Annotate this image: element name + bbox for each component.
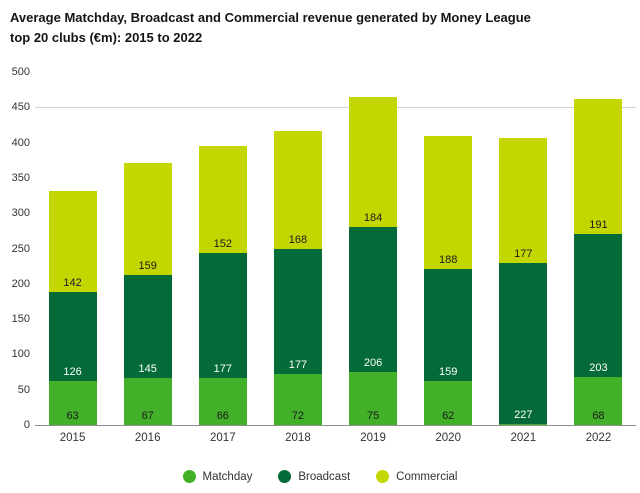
bar-value-label-commercial-2016: 159 [138, 260, 157, 273]
legend-label-commercial: Commercial [396, 470, 458, 483]
bar-value-label-commercial-2019: 184 [363, 211, 383, 224]
gridline-450 [35, 107, 636, 109]
bar-segment-matchday-2020: 62 [424, 381, 473, 425]
y-axis-tick-label-0: 0 [23, 419, 30, 431]
x-axis-tick-label-2019: 2019 [360, 432, 386, 444]
legend-swatch-commercial [376, 470, 390, 483]
x-axis-tick-label-2020: 2020 [435, 432, 461, 444]
bar-segment-matchday-2016: 67 [123, 377, 172, 425]
bar-segment-broadcast-2019: 206 [349, 226, 398, 373]
y-axis-tick-label-450: 450 [11, 101, 30, 114]
bar-value-label-commercial-2015: 142 [63, 276, 82, 289]
bar-segment-commercial-2017: 152 [198, 146, 247, 254]
legend-label-broadcast: Broadcast [298, 470, 351, 483]
legend: Matchday Broadcast Commercial [0, 470, 640, 483]
bar-segment-broadcast-2016: 145 [123, 275, 172, 378]
bar-value-label-broadcast-2021: 227 [514, 408, 533, 421]
bar-value-label-broadcast-2020: 159 [439, 366, 458, 379]
bar-segment-broadcast-2022: 203 [574, 233, 623, 377]
bar-value-label-commercial-2022: 191 [589, 218, 608, 231]
bar-value-label-broadcast-2022: 203 [589, 361, 608, 374]
chart-title-line2: top 20 clubs (€m): 2015 to 2022 [10, 29, 203, 45]
bar-segment-matchday-2019: 75 [349, 372, 398, 425]
x-axis-tick-label-2017: 2017 [210, 432, 236, 444]
x-axis-line [35, 425, 636, 426]
bar-value-label-matchday-2016: 67 [141, 409, 154, 422]
bar-segment-broadcast-2018: 177 [273, 249, 322, 375]
bar-value-label-commercial-2021: 177 [514, 248, 533, 261]
bar-value-label-broadcast-2019: 206 [363, 357, 383, 370]
bar-value-label-commercial-2020: 188 [439, 253, 458, 266]
y-axis-tick-label-300: 300 [11, 207, 30, 220]
bar-segment-broadcast-2017: 177 [198, 253, 247, 379]
chart-title: Average Matchday, Broadcast and Commerci… [10, 8, 630, 47]
y-axis-tick-label-200: 200 [11, 277, 30, 290]
bar-segment-commercial-2022: 191 [574, 98, 623, 234]
y-axis-tick-label-250: 250 [11, 242, 30, 255]
bar-segment-broadcast-2015: 126 [48, 291, 97, 381]
x-axis-tick-label-2016: 2016 [134, 432, 161, 444]
x-axis-tick-label-2022: 2022 [585, 432, 612, 444]
bar-value-label-commercial-2018: 168 [288, 234, 308, 247]
y-axis-tick-label-400: 400 [11, 136, 30, 149]
x-axis-tick-label-2021: 2021 [510, 432, 537, 444]
bar-segment-commercial-2019: 184 [349, 96, 398, 227]
legend-swatch-broadcast [278, 470, 292, 483]
bar-value-label-broadcast-2018: 177 [288, 359, 308, 372]
bar-segment-commercial-2018: 168 [273, 130, 322, 250]
bar-segment-matchday-2018: 72 [273, 374, 322, 425]
bar-segment-commercial-2020: 188 [424, 136, 473, 269]
legend-item-broadcast: Broadcast [278, 470, 350, 483]
y-axis-tick-label-500: 500 [11, 66, 30, 78]
legend-item-commercial: Commercial [376, 470, 457, 483]
bar-value-label-matchday-2018: 72 [291, 409, 305, 422]
bar-segment-matchday-2017: 66 [198, 378, 247, 425]
bar-value-label-commercial-2017: 152 [213, 238, 232, 251]
bar-value-label-matchday-2015: 63 [66, 409, 79, 422]
x-axis-tick-label-2015: 2015 [59, 432, 86, 444]
y-axis-tick-label-150: 150 [11, 313, 30, 326]
x-axis-tick-label-2018: 2018 [285, 432, 311, 444]
bar-value-label-broadcast-2015: 126 [63, 365, 82, 378]
bar-segment-matchday-2015: 63 [48, 380, 97, 425]
bar-segment-matchday-2022: 68 [574, 376, 623, 425]
bar-value-label-matchday-2022: 68 [592, 409, 605, 422]
bar-segment-commercial-2015: 142 [48, 191, 97, 292]
bar-value-label-matchday-2017: 66 [216, 409, 229, 422]
bar-segment-commercial-2021: 177 [499, 138, 548, 264]
y-axis-tick-label-50: 50 [17, 383, 30, 396]
bar-segment-broadcast-2020: 159 [424, 268, 473, 382]
bar-segment-matchday-2021 [499, 423, 548, 425]
bar-value-label-matchday-2020: 62 [442, 409, 455, 422]
legend-swatch-matchday [182, 470, 196, 483]
legend-label-matchday: Matchday [202, 470, 253, 483]
y-axis-tick-label-100: 100 [11, 348, 30, 361]
bar-segment-commercial-2016: 159 [123, 163, 172, 276]
bar-segment-broadcast-2021: 227 [499, 263, 548, 424]
y-axis-tick-label-350: 350 [11, 171, 30, 184]
bar-value-label-matchday-2019: 75 [366, 409, 380, 422]
legend-item-matchday: Matchday [182, 470, 253, 483]
bar-value-label-broadcast-2017: 177 [213, 363, 232, 376]
bar-value-label-broadcast-2016: 145 [138, 362, 157, 375]
chart-title-line1: Average Matchday, Broadcast and Commerci… [10, 10, 531, 25]
